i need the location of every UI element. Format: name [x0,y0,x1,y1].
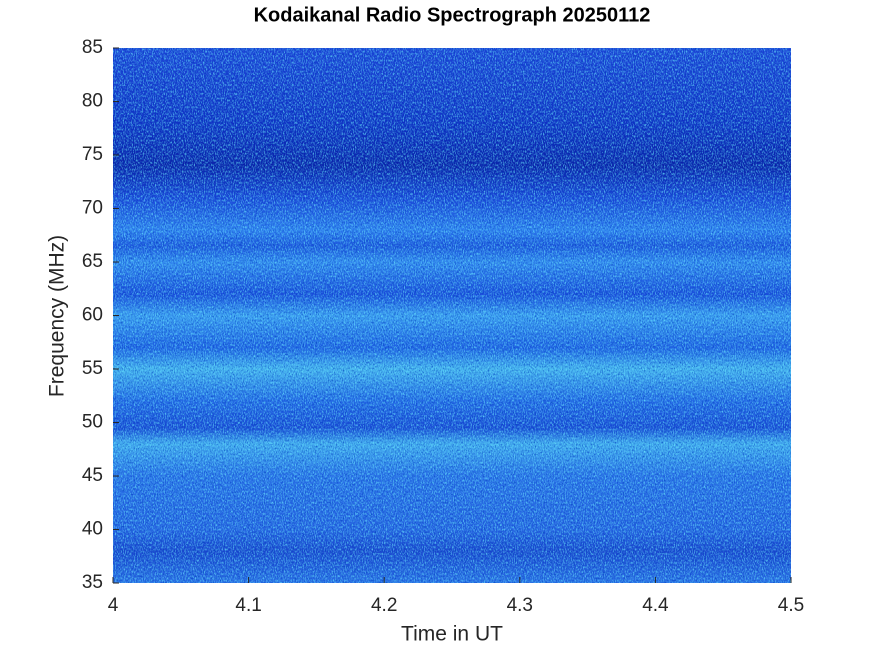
y-axis-label: Frequency (MHz) [46,235,69,397]
chart-title: Kodaikanal Radio Spectrograph 20250112 [254,4,651,26]
x-tick-label: 4.2 [371,595,397,616]
x-axis-label: Time in UT [401,623,503,646]
spectrogram-noise-light [113,48,791,583]
y-tick-label: 85 [82,37,103,58]
y-tick-label: 65 [82,251,103,272]
x-tick-label: 4.1 [235,595,261,616]
y-tick-label: 35 [82,572,103,593]
x-tick-label: 4.5 [778,595,804,616]
y-tick-label: 70 [82,198,103,219]
y-tick-label: 50 [82,412,103,433]
spectrogram-image [113,48,791,583]
y-tick-label: 60 [82,305,103,326]
x-tick-label: 4.3 [507,595,533,616]
x-tick-label: 4.4 [642,595,669,616]
y-tick-label: 45 [82,465,103,486]
y-tick-label: 40 [82,519,103,540]
y-tick-label: 80 [82,91,103,112]
y-tick-label: 75 [82,144,103,165]
y-tick-label: 55 [82,358,103,379]
x-tick-label: 4 [108,595,119,616]
